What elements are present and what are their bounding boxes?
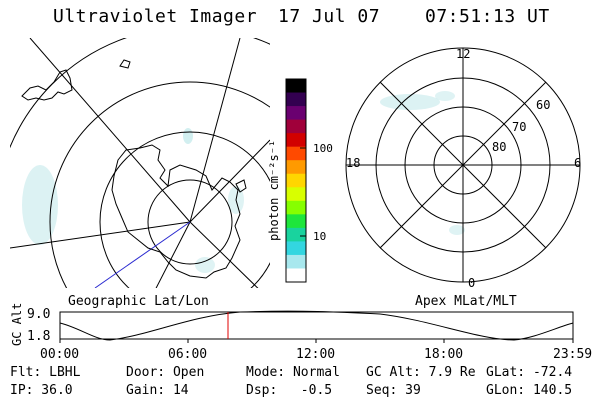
colorbar-unit-label: photon cm⁻²s⁻¹ [267,139,281,241]
mlat-label-60: 60 [536,98,551,112]
mlt-diagonal [379,81,547,249]
colorbar-tick-label: 10 [313,230,327,243]
colorbar-band [286,254,306,270]
colorbar-band [286,79,306,94]
observation-date: 17 Jul 07 [278,6,381,27]
right-panel-label: Apex MLat/MLT [415,294,517,309]
time-tick-label: 00:00 [40,347,80,362]
altitude-curve [59,310,574,341]
colorbar-band [286,92,306,107]
glat-info: GLat: -72.4 [486,365,573,380]
latitude-circle [49,81,270,288]
dsp-info: Dsp: -0.5 [246,383,333,398]
mlat-label-80: 80 [492,140,507,154]
mode-info: Mode: Normal [246,365,340,380]
sun-direction-line [94,221,191,288]
altitude-ylabel: GC Alt [10,302,24,346]
instrument-title: Ultraviolet Imager [53,6,258,27]
colorbar-band [286,227,306,242]
glon-info: GLon: 140.5 [486,383,573,398]
meridian-line [155,221,191,288]
colorbar-band [286,160,306,175]
island-coastline [119,59,131,69]
mlt-label-right: 6 [574,156,582,170]
colorbar [285,78,307,283]
latitude-circle [147,179,233,265]
observation-time: 07:51:13 UT [425,6,550,27]
meridian-line [10,221,191,249]
colorbar-band [286,173,306,188]
colorbar-band [286,200,306,215]
meridian-line [189,38,241,223]
meridian-line [29,38,191,223]
colorbar-band [286,106,306,121]
aurora-emission-right [380,91,465,235]
colorbar-band [286,241,306,256]
colorbar-tick-label: 100 [313,142,333,155]
altitude-plot [59,310,574,343]
colorbar-band [286,119,306,134]
colorbar-band [286,187,306,202]
colorbar-band [286,268,306,283]
gc-alt-info: GC Alt: 7.9 Re [366,365,476,380]
filter-info: Flt: LBHL [10,365,81,380]
altitude-ytick-max: 9.0 [27,307,51,322]
mlat-mlt-dial [345,47,581,283]
antarctica-coastline [111,144,241,279]
altitude-ytick-min: 1.8 [27,329,51,344]
ip-info: IP: 36.0 [10,383,73,398]
mlt-label-top: 12 [456,47,471,61]
gain-info: Gain: 14 [126,383,189,398]
seq-info: Seq: 39 [366,383,421,398]
colorbar-band [286,146,306,161]
left-panel-label: Geographic Lat/Lon [68,294,209,309]
mlt-label-left: 18 [346,156,361,170]
continent-coastline [21,69,73,101]
latitude-circle [99,131,270,288]
coast-island [235,179,247,193]
colorbar-band [286,214,306,229]
time-tick-label: 18:00 [424,347,464,362]
door-info: Door: Open [126,365,205,380]
mlt-label-bottom: 0 [468,276,476,290]
meridian-line [189,139,270,223]
time-tick-label: 12:00 [296,347,336,362]
time-tick-label: 06:00 [168,347,208,362]
mlat-label-70: 70 [512,120,527,134]
colorbar-band [286,133,306,148]
time-tick-label: 23:59 [553,347,593,362]
